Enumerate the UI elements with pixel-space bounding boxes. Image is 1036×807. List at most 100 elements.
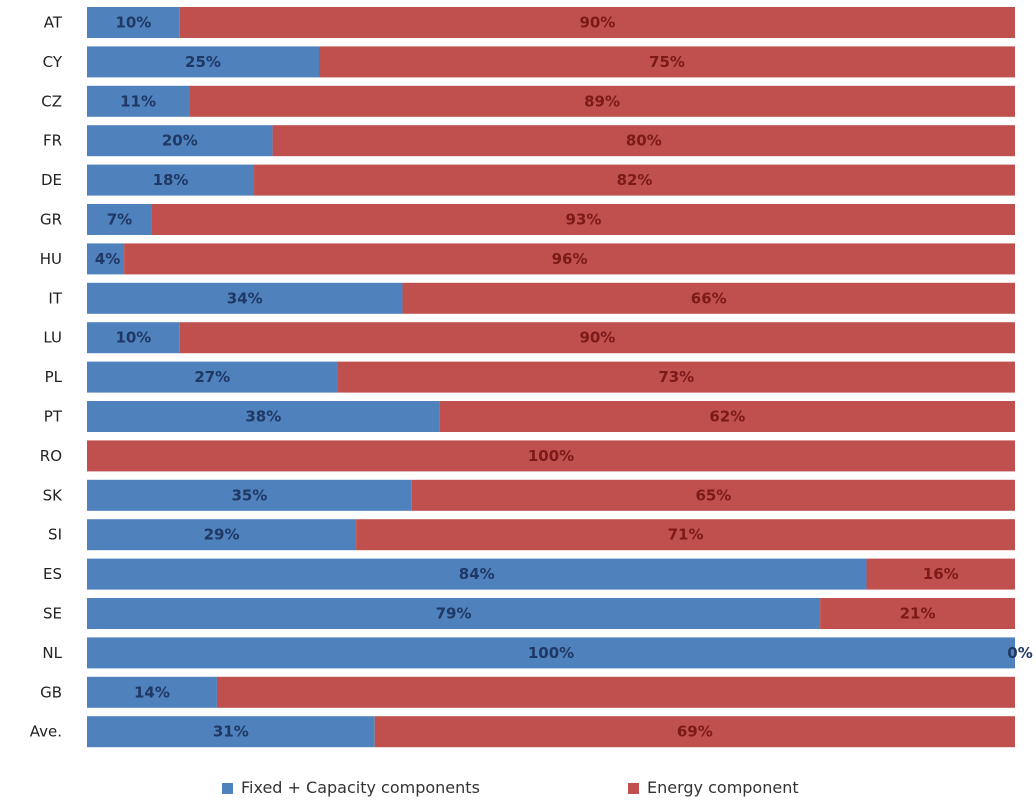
category-label-nl: NL (42, 644, 62, 662)
bar-energy-de (254, 164, 1016, 196)
category-label-se: SE (43, 605, 62, 623)
data-label-energy-pt: 62% (709, 408, 745, 426)
bar-fixed-pt (87, 401, 440, 432)
data-label-energy-cy: 75% (649, 53, 685, 71)
data-label-fixed-at: 10% (115, 14, 151, 32)
bar-energy-gr (151, 204, 1015, 235)
data-label-fixed-es: 84% (459, 565, 495, 583)
bar-fixed-es (87, 558, 867, 590)
category-label-es: ES (43, 565, 62, 583)
data-label-fixed-cy: 25% (185, 53, 221, 71)
bar-fixed-ave (87, 716, 375, 748)
bar-energy-at (179, 7, 1016, 38)
category-label-lu: LU (43, 329, 62, 347)
bar-energy-cy (319, 46, 1015, 78)
legend-item-fixed: Fixed + Capacity components (222, 778, 480, 797)
category-label-pl: PL (45, 368, 63, 386)
data-label-energy-ro: 100% (528, 447, 574, 465)
bar-energy-hu (124, 243, 1016, 275)
bar-fixed-gb (87, 676, 217, 708)
data-label-fixed-ave: 31% (213, 723, 249, 741)
data-label-fixed-gr: 7% (107, 211, 132, 229)
legend-item-energy: Energy component (628, 778, 799, 797)
data-label-fixed-se: 79% (436, 605, 472, 623)
category-label-at: AT (44, 14, 63, 32)
category-label-sk: SK (43, 486, 64, 504)
data-label-fixed-lu: 10% (115, 329, 151, 347)
bar-fixed-it (87, 282, 403, 314)
data-label-fixed-sk: 35% (231, 486, 267, 504)
category-label-ro: RO (40, 447, 62, 465)
data-label-fixed-pt: 38% (245, 408, 281, 426)
bar-energy-fr (272, 125, 1016, 157)
data-label-energy-nl: 0% (1007, 644, 1032, 662)
data-label-fixed-fr: 20% (162, 132, 198, 150)
category-label-hu: HU (40, 250, 62, 268)
bar-fixed-cy (87, 46, 319, 78)
data-label-energy-se: 21% (900, 605, 936, 623)
bar-fixed-gr (87, 204, 152, 235)
data-label-energy-it: 66% (691, 289, 727, 307)
bar-energy-gb (216, 676, 1016, 708)
category-label-gr: GR (40, 211, 62, 229)
bar-fixed-fr (87, 125, 273, 157)
legend-item-fixed-label: Fixed + Capacity components (241, 778, 480, 797)
legend-item-fixed-swatch (222, 783, 233, 794)
category-label-si: SI (48, 526, 62, 544)
legend: Fixed + Capacity components Energy compon… (222, 778, 799, 797)
bar-energy-es (866, 558, 1015, 590)
data-label-fixed-gb: 14% (134, 683, 170, 701)
category-labels: AT CY CZ FR DE GR HU IT LU PL PT RO SK SI ES SE NL GB Ave. (30, 14, 63, 741)
category-label-de: DE (41, 171, 62, 189)
bar-fixed-lu (87, 322, 180, 354)
bar-fixed-at (87, 7, 180, 38)
data-label-fixed-cz: 11% (120, 92, 156, 110)
bar-energy-si (356, 519, 1015, 551)
data-label-energy-es: 16% (923, 565, 959, 583)
category-label-gb: GB (40, 683, 62, 701)
data-label-fixed-it: 34% (227, 289, 263, 307)
category-label-pt: PT (44, 408, 63, 426)
bar-fixed-hu (87, 243, 125, 275)
bars-group: 10% 90% 25% 75% 11% 89% 20% 80% 18% 82% 7% 93% 4% 96%… (87, 7, 1033, 748)
category-label-it: IT (48, 289, 62, 307)
bar-energy-sk (411, 479, 1015, 511)
data-label-fixed-pl: 27% (194, 368, 230, 386)
bar-fixed-sk (87, 479, 412, 511)
data-label-energy-hu: 96% (552, 250, 588, 268)
bar-fixed-de (87, 164, 255, 196)
bar-energy-cz (189, 85, 1015, 117)
bar-fixed-pl (87, 361, 338, 393)
category-label-ave: Ave. (30, 723, 62, 741)
legend-item-energy-swatch (628, 783, 639, 794)
data-label-fixed-de: 18% (153, 171, 189, 189)
data-label-energy-fr: 80% (626, 132, 662, 150)
data-label-fixed-si: 29% (204, 526, 240, 544)
bar-fixed-se (87, 598, 821, 629)
data-label-fixed-nl: 100% (528, 644, 574, 662)
data-label-energy-lu: 90% (579, 329, 615, 347)
bar-energy-pt (439, 401, 1015, 432)
category-label-cz: CZ (41, 92, 62, 110)
bar-energy-lu (179, 322, 1016, 354)
legend-item-energy-label: Energy component (647, 778, 799, 797)
bar-energy-se (820, 598, 1015, 629)
bar-energy-ro (87, 440, 1015, 472)
data-label-energy-sk: 65% (695, 486, 731, 504)
data-label-fixed-hu: 4% (95, 250, 120, 268)
data-label-energy-ave: 69% (677, 723, 713, 741)
data-label-energy-pl: 73% (658, 368, 694, 386)
bar-energy-ave (374, 716, 1015, 748)
bar-fixed-nl (87, 637, 1015, 669)
category-label-cy: CY (43, 53, 63, 71)
data-label-energy-gr: 93% (566, 211, 602, 229)
bar-fixed-si (87, 519, 357, 551)
category-label-fr: FR (43, 132, 62, 150)
bar-fixed-cz (87, 85, 190, 117)
data-label-energy-at: 90% (579, 14, 615, 32)
bar-energy-it (402, 282, 1015, 314)
data-label-energy-cz: 89% (584, 92, 620, 110)
data-label-energy-de: 82% (617, 171, 653, 189)
bar-energy-pl (337, 361, 1015, 393)
